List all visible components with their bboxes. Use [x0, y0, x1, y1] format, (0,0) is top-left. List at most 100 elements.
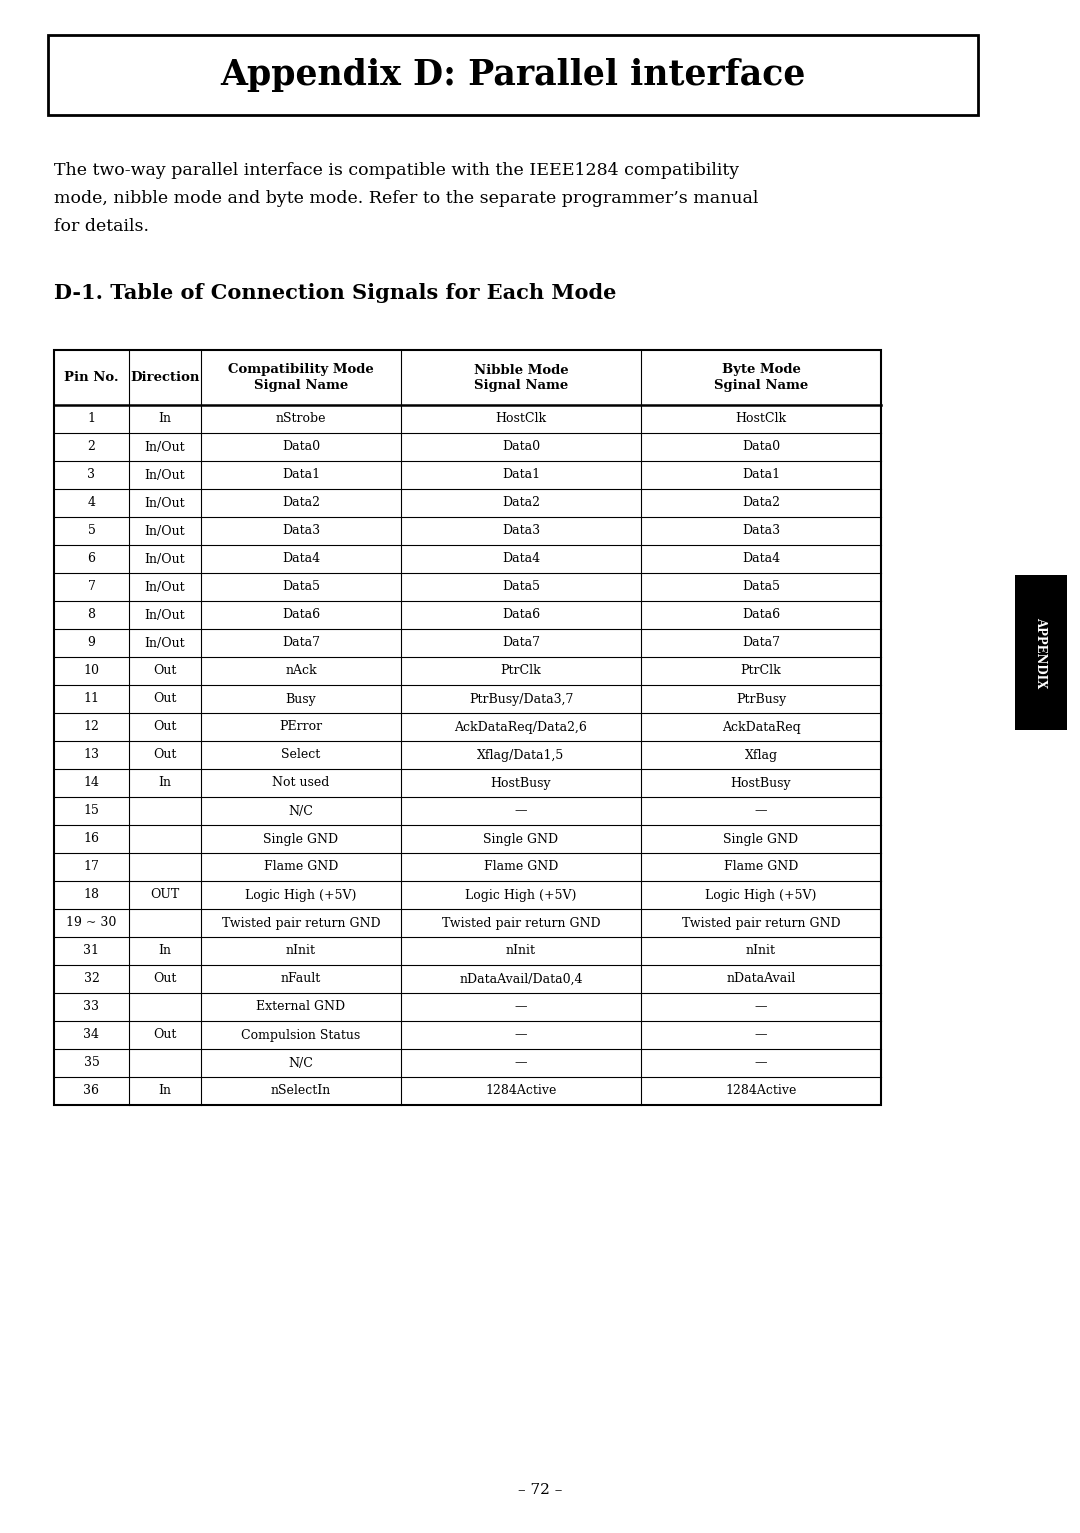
Text: Data1: Data1 [742, 469, 780, 481]
Text: —: — [755, 1056, 767, 1070]
Text: In: In [159, 1084, 172, 1098]
Text: Data5: Data5 [742, 581, 780, 593]
Text: In/Out: In/Out [145, 552, 186, 566]
Text: AckDataReq: AckDataReq [721, 721, 800, 733]
Text: In/Out: In/Out [145, 497, 186, 509]
Text: Data4: Data4 [502, 552, 540, 566]
Text: In/Out: In/Out [145, 636, 186, 650]
Text: D-1. Table of Connection Signals for Each Mode: D-1. Table of Connection Signals for Eac… [54, 284, 617, 304]
Text: —: — [515, 805, 527, 817]
Text: 34: 34 [83, 1029, 99, 1041]
Text: N/C: N/C [288, 805, 313, 817]
Text: Flame GND: Flame GND [264, 860, 338, 874]
Text: The two-way parallel interface is compatible with the IEEE1284 compatibility: The two-way parallel interface is compat… [54, 162, 739, 179]
Text: nInit: nInit [746, 944, 777, 958]
Text: Data3: Data3 [742, 524, 780, 538]
Bar [48, 35, 978, 115]
Text: – 72 –: – 72 – [517, 1482, 563, 1498]
Text: External GND: External GND [256, 1001, 346, 1013]
Text: nInit: nInit [507, 944, 536, 958]
Text: N/C: N/C [288, 1056, 313, 1070]
Bar [1015, 575, 1067, 730]
Text: 11: 11 [83, 693, 99, 705]
Text: Data1: Data1 [282, 469, 320, 481]
Text: 13: 13 [83, 748, 99, 762]
Text: In: In [159, 777, 172, 789]
Text: Out: Out [153, 748, 177, 762]
Text: nDataAvail: nDataAvail [727, 972, 796, 986]
Text: Out: Out [153, 972, 177, 986]
Text: Out: Out [153, 664, 177, 678]
Text: Not used: Not used [272, 777, 329, 789]
Text: 17: 17 [83, 860, 99, 874]
Text: 1: 1 [87, 412, 95, 426]
Text: PtrClk: PtrClk [741, 664, 781, 678]
Text: Data0: Data0 [502, 440, 540, 454]
Text: nStrobe: nStrobe [275, 412, 326, 426]
Text: Data6: Data6 [742, 609, 780, 621]
Text: 3: 3 [87, 469, 95, 481]
Text: In: In [159, 412, 172, 426]
Text: nAck: nAck [285, 664, 316, 678]
Text: Data5: Data5 [282, 581, 320, 593]
Text: 8: 8 [87, 609, 95, 621]
Text: 19 ~ 30: 19 ~ 30 [66, 917, 117, 929]
Text: 33: 33 [83, 1001, 99, 1013]
Text: Data5: Data5 [502, 581, 540, 593]
Text: Compatibility Mode
Signal Name: Compatibility Mode Signal Name [228, 363, 374, 391]
Text: Single GND: Single GND [724, 832, 798, 846]
Text: Data3: Data3 [282, 524, 320, 538]
Text: Single GND: Single GND [484, 832, 558, 846]
Text: Twisted pair return GND: Twisted pair return GND [221, 917, 380, 929]
Text: Compulsion Status: Compulsion Status [241, 1029, 361, 1041]
Text: Data2: Data2 [282, 497, 320, 509]
Text: 9: 9 [87, 636, 95, 650]
Text: 31: 31 [83, 944, 99, 958]
Text: 2: 2 [87, 440, 95, 454]
Text: nInit: nInit [286, 944, 316, 958]
Text: —: — [515, 1029, 527, 1041]
Text: PtrBusy: PtrBusy [735, 693, 786, 705]
Text: Flame GND: Flame GND [724, 860, 798, 874]
Text: In/Out: In/Out [145, 440, 186, 454]
Text: mode, nibble mode and byte mode. Refer to the separate programmer’s manual: mode, nibble mode and byte mode. Refer t… [54, 190, 758, 207]
Text: —: — [755, 1029, 767, 1041]
Bar [54, 350, 881, 1105]
Text: APPENDIX: APPENDIX [1035, 616, 1048, 688]
Text: OUT: OUT [150, 889, 179, 901]
Text: Data4: Data4 [742, 552, 780, 566]
Text: AckDataReq/Data2,6: AckDataReq/Data2,6 [455, 721, 588, 733]
Text: 1284Active: 1284Active [726, 1084, 797, 1098]
Text: Out: Out [153, 693, 177, 705]
Text: HostBusy: HostBusy [490, 777, 551, 789]
Text: Pin No.: Pin No. [64, 371, 119, 383]
Text: 4: 4 [87, 497, 95, 509]
Text: 1284Active: 1284Active [485, 1084, 556, 1098]
Text: —: — [755, 805, 767, 817]
Text: Flame GND: Flame GND [484, 860, 558, 874]
Text: 7: 7 [87, 581, 95, 593]
Text: 14: 14 [83, 777, 99, 789]
Text: Data0: Data0 [742, 440, 780, 454]
Text: —: — [515, 1056, 527, 1070]
Text: Logic High (+5V): Logic High (+5V) [245, 889, 356, 901]
Text: Out: Out [153, 721, 177, 733]
Text: Data7: Data7 [282, 636, 320, 650]
Text: Xflag/Data1,5: Xflag/Data1,5 [477, 748, 565, 762]
Text: Xflag: Xflag [744, 748, 778, 762]
Text: for details.: for details. [54, 218, 149, 235]
Text: PtrBusy/Data3,7: PtrBusy/Data3,7 [469, 693, 573, 705]
Text: Data2: Data2 [742, 497, 780, 509]
Text: —: — [515, 1001, 527, 1013]
Text: —: — [755, 1001, 767, 1013]
Text: 5: 5 [87, 524, 95, 538]
Text: HostBusy: HostBusy [731, 777, 792, 789]
Text: Nibble Mode
Signal Name: Nibble Mode Signal Name [474, 363, 568, 391]
Text: 10: 10 [83, 664, 99, 678]
Text: Twisted pair return GND: Twisted pair return GND [442, 917, 600, 929]
Text: HostClk: HostClk [496, 412, 546, 426]
Text: PtrClk: PtrClk [501, 664, 541, 678]
Text: 18: 18 [83, 889, 99, 901]
Text: Appendix D: Parallel interface: Appendix D: Parallel interface [220, 58, 806, 92]
Text: Logic High (+5V): Logic High (+5V) [465, 889, 577, 901]
